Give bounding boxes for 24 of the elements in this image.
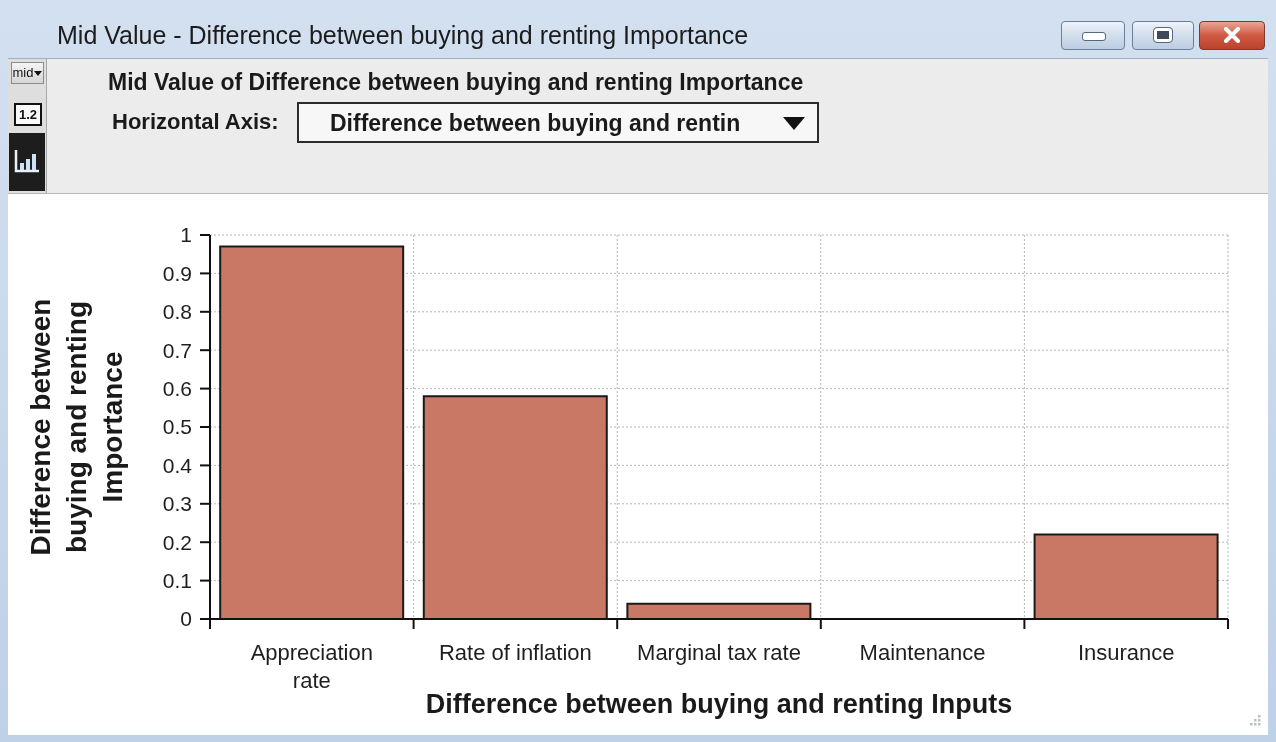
dropdown-field: Difference between buying and rentin [297, 102, 819, 143]
y-tick-label: 1 [180, 223, 192, 247]
x-axis-title: Difference between buying and renting Inputs [425, 689, 1013, 719]
y-tick-label: 0.4 [162, 453, 193, 477]
y-tick-label: 0.5 [162, 415, 192, 439]
x-tick-label: Maintenance [859, 640, 986, 665]
x-tick-label: Insurance [1077, 640, 1175, 665]
y-axis-title: Difference between buying and renting Importance [25, 298, 128, 556]
text: Horizontal Axis: [112, 109, 279, 135]
x-tick-label: Rate of inflation [438, 640, 592, 665]
x-tick-label: Appreciation rate [250, 640, 373, 693]
y-tick-label: 0.3 [162, 492, 192, 516]
y-tick-label: 0.6 [162, 377, 192, 401]
dropdown-button: mid [11, 62, 44, 84]
chart-title: Mid Value of Difference between buying and renting Importance [108, 69, 804, 95]
y-tick-label: 0.2 [162, 530, 192, 554]
y-tick-label: 0.1 [162, 569, 192, 593]
y-tick-label: 0.8 [162, 300, 192, 324]
text: Mid Value - Difference between buying and renting Importance [57, 20, 749, 50]
y-tick-label: 0 [180, 607, 192, 631]
y-tick-label: 0.9 [162, 261, 192, 285]
x-tick-label: Marginal tax rate [637, 640, 801, 665]
number-format-button: 1.2 [14, 103, 42, 126]
y-tick-label: 0.7 [162, 338, 192, 362]
